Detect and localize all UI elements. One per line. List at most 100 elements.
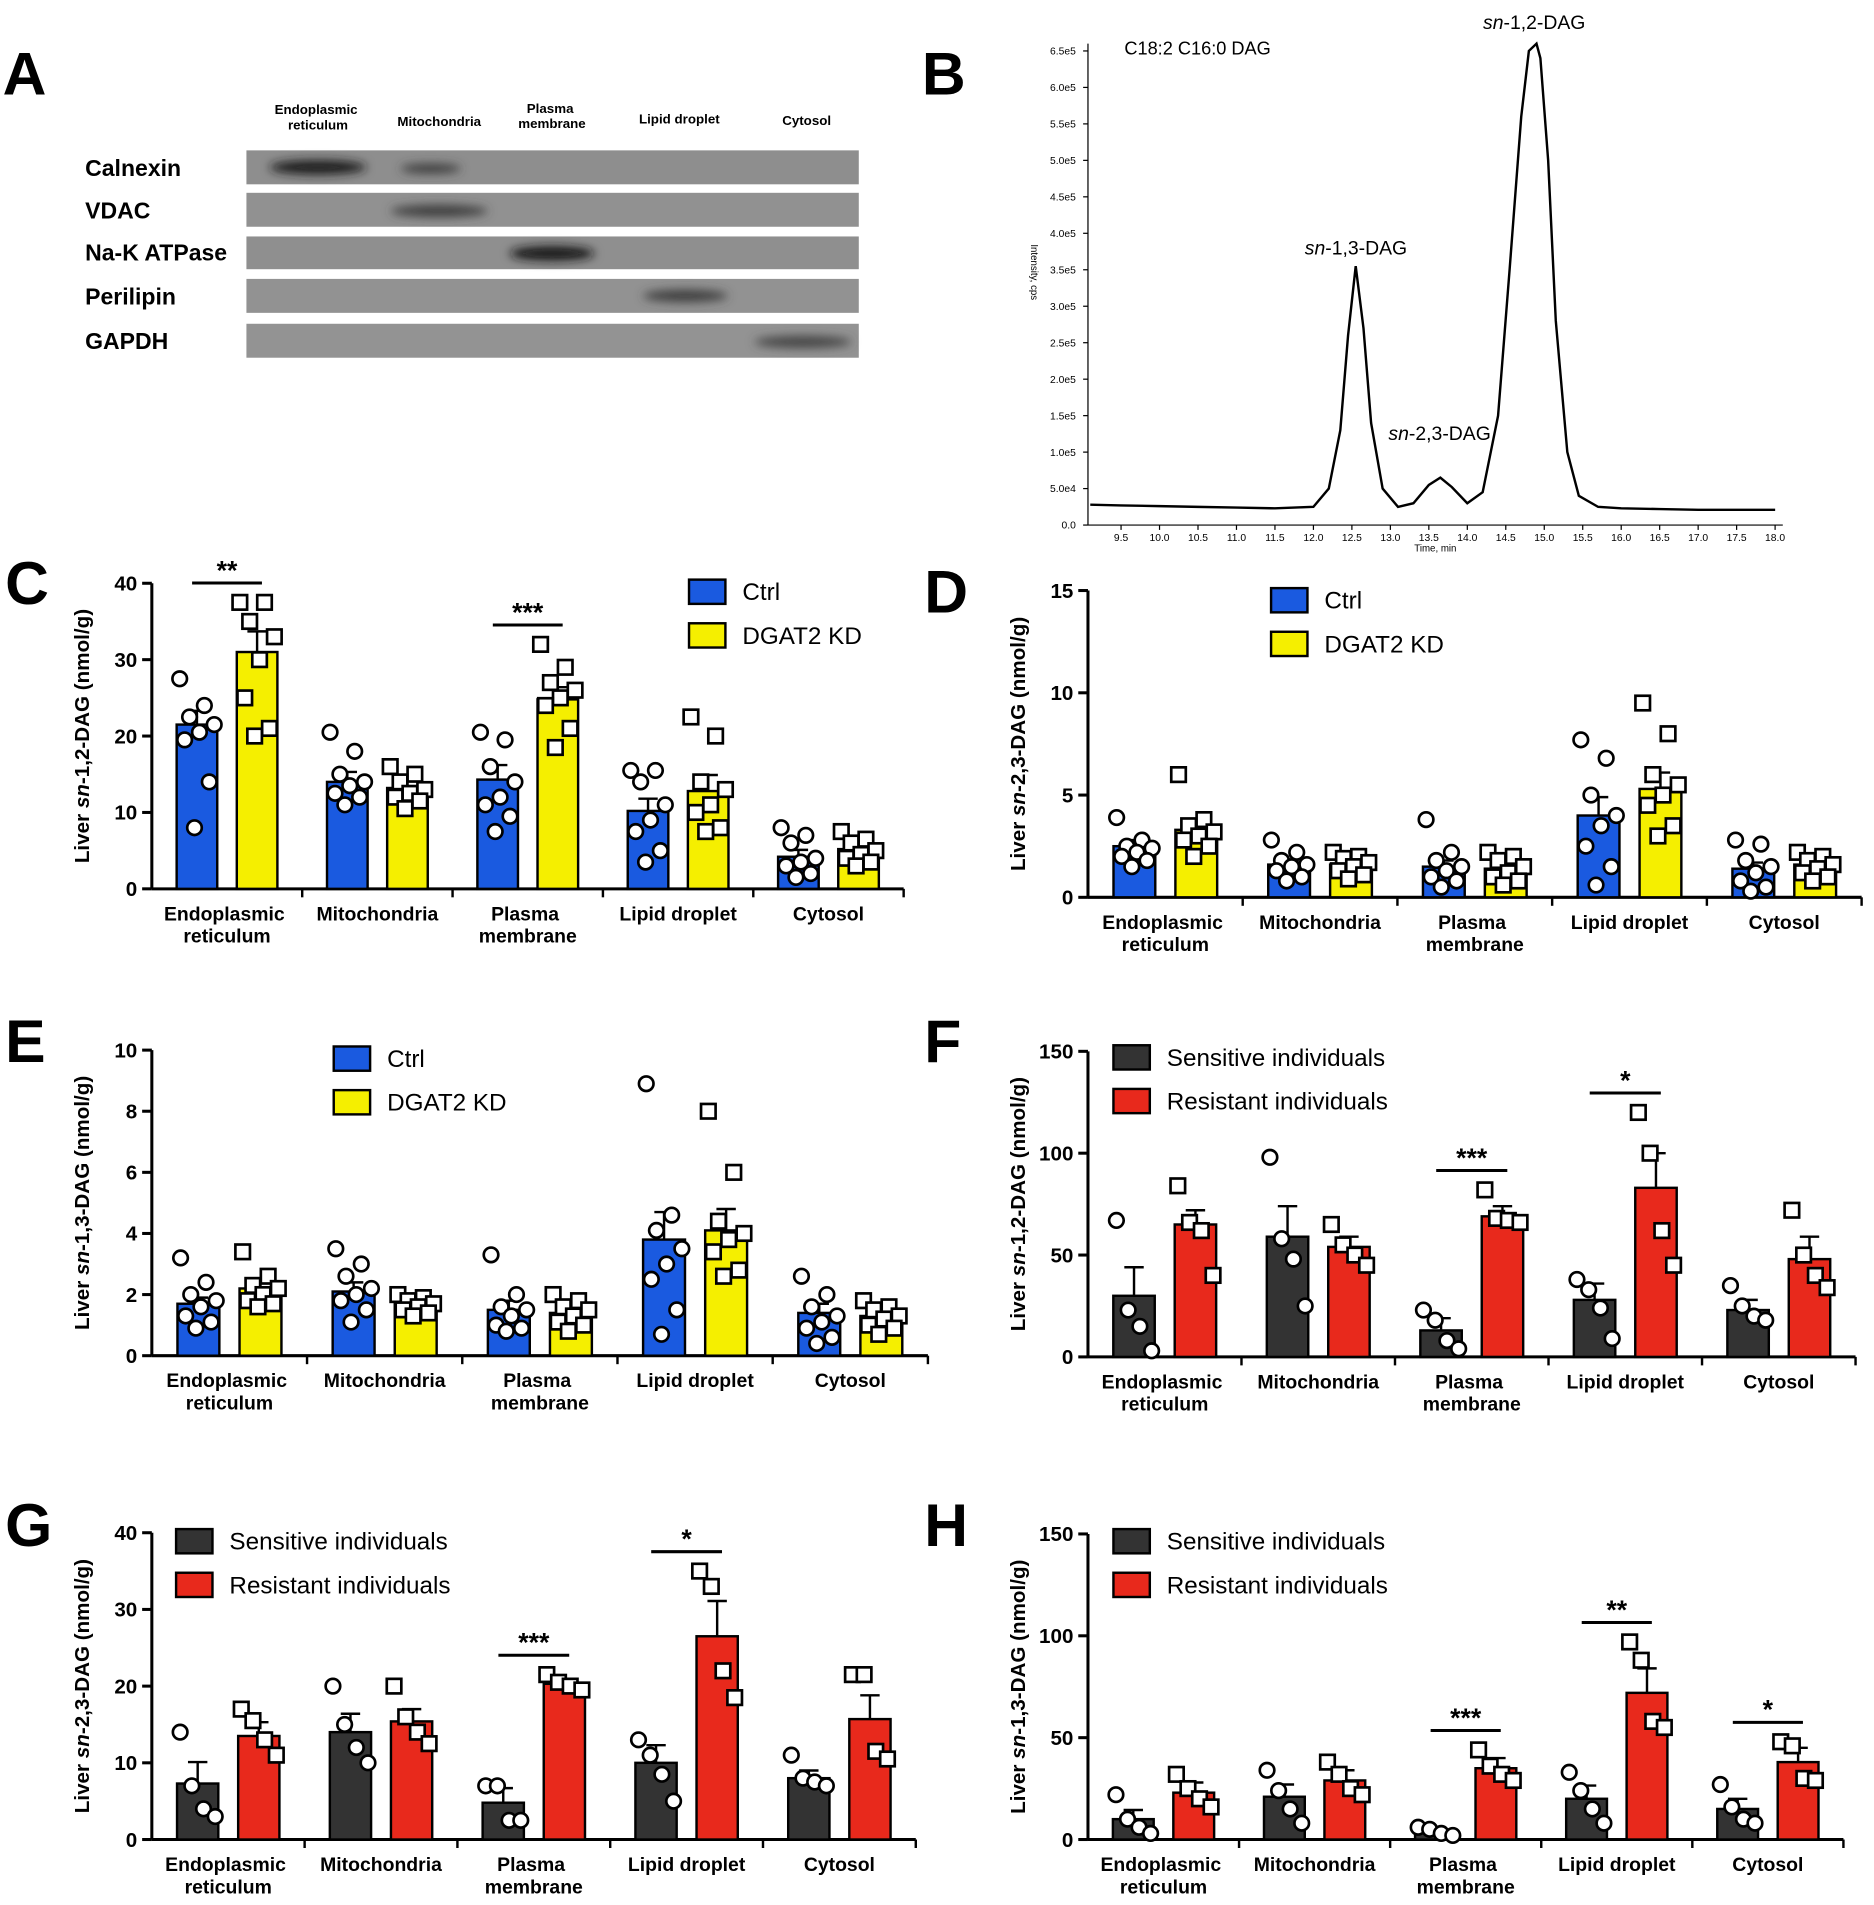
y-axis-label: Liver sn-2,3-DAG (nmol/g) [71,1559,94,1813]
data-point [1288,843,1306,861]
data-point [575,1316,593,1334]
data-point [518,1301,536,1319]
data-point [397,1708,415,1726]
data-point [641,1746,659,1764]
legend-swatch [1112,1044,1152,1071]
y-axis-label: Liver sn-1,2-DAG (nmol/g) [1007,1077,1030,1331]
data-point [512,1319,531,1337]
data-point [1737,851,1755,870]
data-point [782,1746,800,1764]
data-point [1422,868,1440,886]
data-point [502,1307,520,1325]
data-point [566,681,584,699]
data-point [1452,858,1471,876]
x-tick-label: Endoplasmic reticulum [1102,912,1228,956]
data-point [1818,1279,1836,1297]
data-point [1568,1270,1586,1289]
legend-label: DGAT2 KD [1324,631,1443,658]
data-point [183,1777,201,1795]
data-point [664,1792,683,1810]
panel-letter: C [5,549,49,617]
x-tick-label: Endoplasmic reticulum [164,903,290,947]
data-point [1185,847,1203,866]
error-bar [1637,1667,1657,1693]
y-tick-label: 6 [126,1162,137,1185]
data-point [355,773,374,791]
x-tick-label: Plasma membrane [485,1854,583,1898]
data-point [419,1304,438,1322]
data-point [411,792,429,810]
blot-band [642,289,728,302]
panel: H 0 50 100 150 Liver sn-1,3-DAG (nmol/g) Endop… [924,1491,1845,1898]
bar [235,650,279,891]
data-point [652,1325,671,1343]
y-tick-label: 6.5e5 [1050,47,1076,58]
data-point [1621,1633,1639,1651]
data-point [627,822,645,841]
data-point [200,773,218,791]
panel: B 0.0 5.0e4 1.0e5 1.5e5 2.0e5 2.5e5 3.0e5 3.5e5 4… [922,12,1786,555]
data-point [362,1279,381,1298]
data-point [324,1677,342,1695]
data-point [1639,796,1657,814]
data-point [1138,851,1156,870]
x-tick-label: Cytosol [1749,912,1820,934]
data-point [1560,1763,1578,1781]
data-point [646,761,665,780]
data-point [190,723,209,741]
data-point [176,731,194,749]
data-point [486,822,504,841]
y-tick-label: 20 [114,1675,137,1698]
data-point [709,1212,728,1230]
y-tick-label: 1.0e5 [1050,448,1076,459]
x-tick-label: Mitochondria [317,903,439,925]
x-tick-label: 9.5 [1114,533,1129,544]
data-point [501,807,519,825]
data-point [531,635,550,653]
data-point [1509,872,1528,890]
data-point [692,773,710,791]
data-point [792,1267,811,1285]
data-point [797,1319,816,1337]
data-point [1629,1103,1647,1122]
x-tick-label: Cytosol [1732,1854,1803,1876]
blot-column-label: Mitochondria [397,114,481,129]
data-point [807,849,825,867]
panel-letter: B [922,40,966,108]
y-tick-label: 4.5e5 [1050,192,1076,203]
panel: G 0 10 20 30 40 Liver sn-2,3-DAG (nmol/g) Endop… [5,1491,917,1898]
x-tick-label: 11.5 [1265,533,1285,544]
data-point [561,719,579,738]
y-axis-label: Liver sn-1,3-DAG (nmol/g) [1007,1560,1030,1814]
data-point [885,1319,903,1337]
data-point [1142,1824,1160,1843]
significance-label: * [1620,1065,1631,1095]
data-point [206,1807,224,1826]
data-point [1819,868,1837,886]
legend-label: Sensitive individuals [1167,1045,1385,1072]
y-tick-label: 0 [1062,887,1073,910]
data-point [1580,1281,1598,1299]
data-point [1108,808,1126,827]
legend-label: Ctrl [742,579,780,606]
y-tick-label: 2.0e5 [1050,375,1076,386]
data-point [714,1267,733,1285]
data-point [1417,810,1435,829]
data-point [1450,1340,1468,1358]
data-point [1572,1782,1590,1800]
data-point [512,1811,530,1829]
data-point [1732,872,1750,890]
data-point [1261,1148,1279,1166]
data-point [255,593,274,611]
error-bar [1124,1266,1144,1296]
data-point [1143,1342,1161,1360]
significance-label: *** [518,1628,550,1658]
data-point [359,1754,377,1772]
data-point [1583,1800,1601,1818]
x-tick-label: Cytosol [793,903,864,925]
panel-letter: H [924,1491,968,1559]
data-point [697,822,715,841]
y-tick-label: 50 [1050,1727,1073,1750]
y-tick-label: 150 [1039,1041,1073,1064]
blot-band [269,160,367,175]
